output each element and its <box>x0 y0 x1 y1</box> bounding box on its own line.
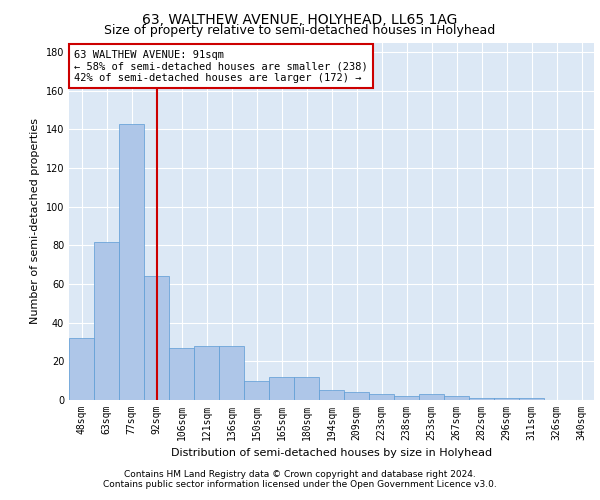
Bar <box>219 346 244 400</box>
Bar <box>344 392 369 400</box>
Bar <box>369 394 394 400</box>
Bar <box>69 338 94 400</box>
Bar <box>144 276 169 400</box>
Bar <box>194 346 219 400</box>
Bar <box>469 398 494 400</box>
Bar <box>294 377 319 400</box>
Bar <box>494 398 519 400</box>
Y-axis label: Number of semi-detached properties: Number of semi-detached properties <box>30 118 40 324</box>
Bar <box>519 398 544 400</box>
Bar <box>269 377 294 400</box>
Bar <box>119 124 144 400</box>
Bar <box>444 396 469 400</box>
Bar <box>244 380 269 400</box>
Bar <box>319 390 344 400</box>
Bar <box>169 348 194 400</box>
Bar <box>94 242 119 400</box>
Bar <box>419 394 444 400</box>
Text: Size of property relative to semi-detached houses in Holyhead: Size of property relative to semi-detach… <box>104 24 496 37</box>
Text: 63 WALTHEW AVENUE: 91sqm
← 58% of semi-detached houses are smaller (238)
42% of : 63 WALTHEW AVENUE: 91sqm ← 58% of semi-d… <box>74 50 368 83</box>
Text: Contains HM Land Registry data © Crown copyright and database right 2024.
Contai: Contains HM Land Registry data © Crown c… <box>103 470 497 489</box>
Text: 63, WALTHEW AVENUE, HOLYHEAD, LL65 1AG: 63, WALTHEW AVENUE, HOLYHEAD, LL65 1AG <box>142 12 458 26</box>
Bar <box>394 396 419 400</box>
X-axis label: Distribution of semi-detached houses by size in Holyhead: Distribution of semi-detached houses by … <box>171 448 492 458</box>
